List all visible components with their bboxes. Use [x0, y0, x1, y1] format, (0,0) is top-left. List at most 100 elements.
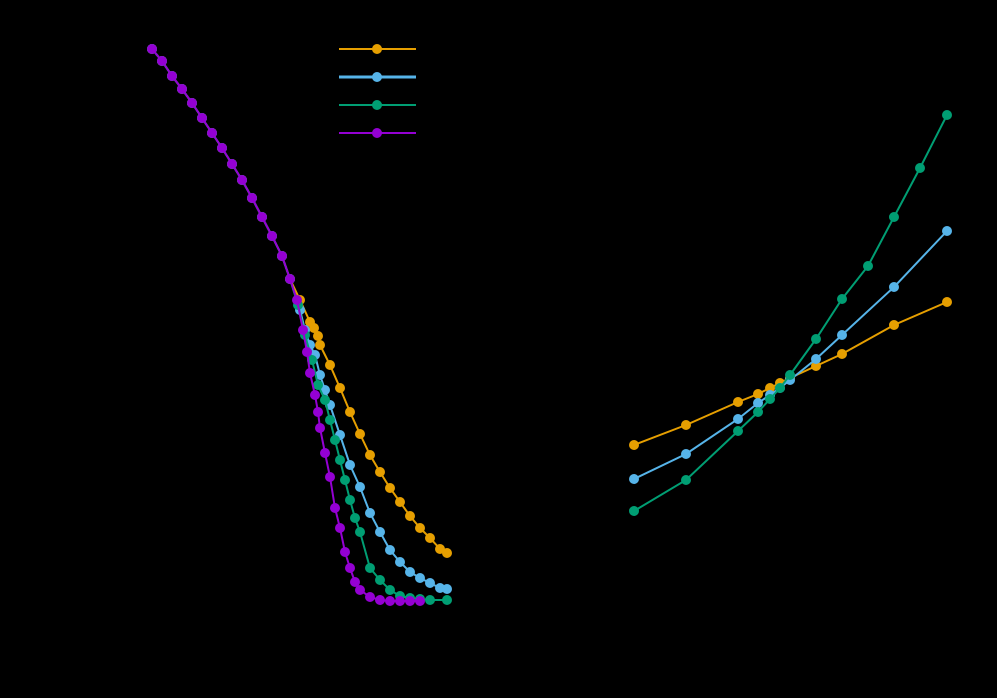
data-point-marker — [395, 497, 405, 507]
data-point-marker — [365, 450, 375, 460]
data-point-marker — [733, 414, 743, 424]
data-point-marker — [350, 513, 360, 523]
data-point-marker — [425, 578, 435, 588]
data-point-marker — [681, 475, 691, 485]
data-point-marker — [681, 449, 691, 459]
data-point-marker — [811, 361, 821, 371]
data-point-marker — [257, 212, 267, 222]
legend-marker — [372, 100, 382, 110]
data-point-marker — [315, 423, 325, 433]
data-point-marker — [207, 128, 217, 138]
data-point-marker — [442, 548, 452, 558]
data-point-marker — [345, 563, 355, 573]
data-point-marker — [187, 98, 197, 108]
data-point-marker — [365, 508, 375, 518]
data-point-marker — [310, 390, 320, 400]
data-point-marker — [309, 323, 319, 333]
data-point-marker — [889, 212, 899, 222]
data-point-marker — [313, 380, 323, 390]
data-point-marker — [277, 251, 287, 261]
legend — [339, 44, 416, 138]
data-point-marker — [375, 527, 385, 537]
data-point-marker — [629, 440, 639, 450]
data-point-marker — [325, 360, 335, 370]
data-point-marker — [863, 261, 873, 271]
data-point-marker — [775, 383, 785, 393]
data-point-marker — [442, 584, 452, 594]
data-point-marker — [405, 567, 415, 577]
data-point-marker — [915, 163, 925, 173]
data-point-marker — [889, 320, 899, 330]
right-panel — [629, 110, 952, 516]
data-point-marker — [811, 354, 821, 364]
data-point-marker — [315, 370, 325, 380]
data-point-marker — [811, 334, 821, 344]
data-point-marker — [355, 429, 365, 439]
data-point-marker — [157, 56, 167, 66]
data-point-marker — [942, 110, 952, 120]
data-point-marker — [681, 420, 691, 430]
series-purple — [147, 44, 425, 606]
data-point-marker — [405, 511, 415, 521]
data-point-marker — [350, 577, 360, 587]
data-point-marker — [733, 397, 743, 407]
legend-item — [339, 72, 416, 82]
data-point-marker — [837, 294, 847, 304]
data-point-marker — [197, 113, 207, 123]
data-point-marker — [733, 426, 743, 436]
data-point-marker — [753, 398, 763, 408]
data-point-marker — [365, 563, 375, 573]
data-point-marker — [385, 483, 395, 493]
data-point-marker — [330, 503, 340, 513]
data-point-marker — [325, 472, 335, 482]
data-point-marker — [753, 389, 763, 399]
data-point-marker — [345, 495, 355, 505]
data-point-marker — [313, 407, 323, 417]
data-point-marker — [320, 395, 330, 405]
data-point-marker — [320, 448, 330, 458]
data-point-marker — [629, 474, 639, 484]
data-point-marker — [340, 475, 350, 485]
data-point-marker — [345, 460, 355, 470]
data-point-marker — [355, 585, 365, 595]
data-point-marker — [177, 84, 187, 94]
data-point-marker — [837, 349, 847, 359]
left-panel — [147, 44, 452, 606]
data-point-marker — [267, 231, 277, 241]
data-point-marker — [442, 595, 452, 605]
data-point-marker — [942, 297, 952, 307]
data-point-marker — [335, 523, 345, 533]
data-point-marker — [765, 394, 775, 404]
data-point-marker — [345, 407, 355, 417]
data-point-marker — [395, 596, 405, 606]
data-point-marker — [395, 557, 405, 567]
data-point-marker — [425, 533, 435, 543]
data-point-marker — [415, 573, 425, 583]
data-point-marker — [425, 595, 435, 605]
data-point-marker — [335, 383, 345, 393]
data-point-marker — [335, 455, 345, 465]
data-point-marker — [217, 143, 227, 153]
legend-item — [339, 100, 416, 110]
data-point-marker — [375, 595, 385, 605]
series-green — [629, 110, 952, 516]
data-point-marker — [247, 193, 257, 203]
data-point-marker — [227, 159, 237, 169]
data-point-marker — [415, 523, 425, 533]
data-point-marker — [785, 370, 795, 380]
data-point-marker — [415, 596, 425, 606]
data-point-marker — [405, 596, 415, 606]
data-point-marker — [237, 175, 247, 185]
data-point-marker — [325, 415, 335, 425]
data-point-marker — [305, 368, 315, 378]
data-point-marker — [385, 545, 395, 555]
data-point-marker — [629, 506, 639, 516]
data-point-marker — [147, 44, 157, 54]
legend-item — [339, 128, 416, 138]
data-point-marker — [355, 527, 365, 537]
data-point-marker — [167, 71, 177, 81]
data-point-marker — [375, 467, 385, 477]
data-point-marker — [889, 282, 899, 292]
data-point-marker — [292, 295, 302, 305]
